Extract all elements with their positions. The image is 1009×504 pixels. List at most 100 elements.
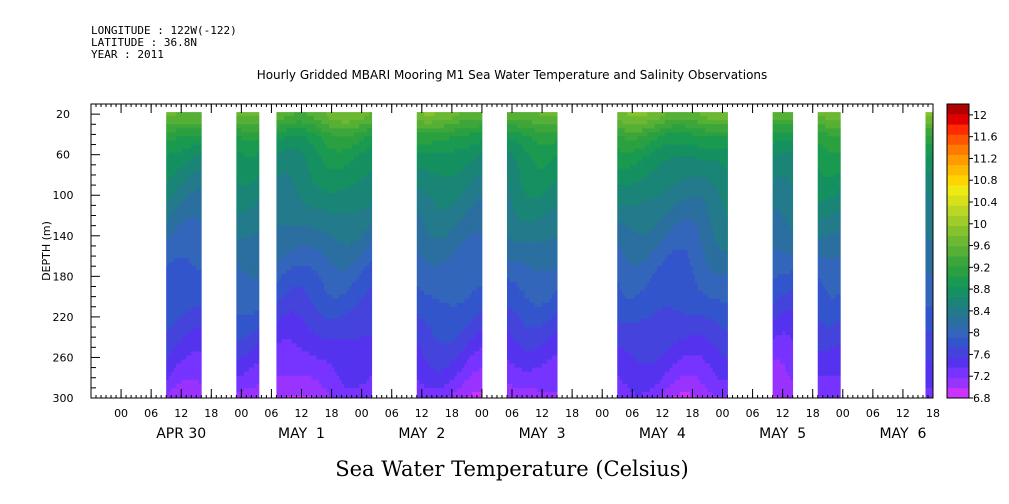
heatmap-cell: [296, 181, 300, 186]
heatmap-cell: [248, 290, 252, 295]
heatmap-cell: [276, 294, 280, 300]
heatmap-cell: [426, 229, 430, 235]
heatmap-cell: [354, 310, 358, 316]
heatmap-cell: [351, 120, 355, 125]
heatmap-cell: [349, 262, 353, 267]
heatmap-cell: [276, 298, 280, 304]
heatmap-cell: [351, 278, 355, 283]
heatmap-cell: [436, 343, 440, 348]
heatmap-cell: [243, 197, 247, 202]
heatmap-cell: [341, 367, 345, 373]
heatmap-cell: [288, 185, 292, 190]
heatmap-cell: [324, 249, 327, 255]
heatmap-cell: [416, 172, 420, 178]
heatmap-cell: [193, 359, 197, 364]
heatmap-cell: [191, 367, 195, 373]
heatmap-cell: [336, 282, 340, 287]
heatmap-cell: [283, 197, 287, 202]
heatmap-cell: [176, 294, 180, 300]
heatmap-cell: [344, 112, 348, 117]
heatmap-cell: [434, 310, 438, 316]
heatmap-cell: [416, 351, 420, 356]
heatmap-cell: [256, 363, 260, 368]
heatmap-cell: [293, 314, 297, 320]
heatmap-cell: [288, 136, 292, 141]
heatmap-cell: [329, 306, 332, 312]
heatmap-cell: [329, 294, 332, 300]
heatmap-cell: [421, 270, 425, 275]
heatmap-cell: [434, 237, 438, 243]
heatmap-cell: [276, 363, 280, 368]
heatmap-cell: [181, 189, 185, 194]
heatmap-cell: [193, 391, 197, 397]
heatmap-cell: [426, 318, 430, 324]
heatmap-cell: [171, 343, 175, 348]
heatmap-cell: [309, 164, 312, 170]
heatmap-cell: [291, 144, 295, 150]
heatmap-cell: [243, 339, 247, 344]
heatmap-cell: [291, 262, 295, 267]
heatmap-cell: [293, 148, 297, 154]
heatmap-cell: [186, 383, 190, 389]
heatmap-cell: [416, 237, 420, 243]
heatmap-cell: [361, 367, 365, 373]
heatmap-cell: [329, 335, 332, 340]
heatmap-cell: [436, 371, 440, 377]
heatmap-cell: [346, 136, 350, 141]
heatmap-cell: [286, 181, 290, 186]
heatmap-cell: [336, 266, 340, 271]
heatmap-cell: [304, 136, 307, 141]
heatmap-cell: [334, 310, 337, 316]
heatmap-cell: [304, 249, 307, 255]
heatmap-cell: [196, 270, 200, 275]
heatmap-cell: [248, 363, 252, 368]
heatmap-cell: [283, 160, 287, 166]
heatmap-cell: [349, 327, 353, 332]
heatmap-cell: [298, 339, 302, 344]
heatmap-cell: [319, 290, 322, 295]
heatmap-cell: [341, 282, 345, 287]
heatmap-cell: [369, 335, 373, 340]
heatmap-cell: [253, 274, 257, 279]
heatmap-cell: [316, 124, 320, 129]
heatmap-cell: [178, 355, 182, 360]
heatmap-cell: [304, 359, 307, 364]
heatmap-cell: [419, 343, 423, 348]
heatmap-cell: [434, 172, 438, 178]
heatmap-cell: [171, 282, 175, 287]
heatmap-cell: [324, 217, 327, 222]
heatmap-cell: [311, 225, 315, 231]
heatmap-cell: [278, 335, 282, 340]
heatmap-cell: [251, 152, 255, 158]
heatmap-cell: [341, 310, 345, 316]
heatmap-cell: [176, 387, 180, 393]
heatmap-cell: [364, 176, 368, 182]
heatmap-cell: [276, 229, 280, 235]
heatmap-cell: [334, 278, 337, 283]
heatmap-cell: [421, 217, 425, 222]
heatmap-cell: [359, 128, 363, 133]
heatmap-cell: [181, 164, 185, 170]
heatmap-cell: [241, 343, 245, 348]
heatmap-cell: [309, 160, 312, 166]
heatmap-cell: [359, 112, 363, 117]
heatmap-cell: [346, 379, 350, 385]
heatmap-cell: [436, 351, 440, 356]
heatmap-cell: [356, 249, 360, 255]
heatmap-cell: [291, 294, 295, 300]
heatmap-cell: [248, 270, 252, 275]
heatmap-cell: [426, 209, 430, 214]
heatmap-cell: [278, 213, 282, 218]
heatmap-cell: [314, 241, 317, 247]
heatmap-cell: [293, 217, 297, 222]
heatmap-cell: [173, 185, 177, 190]
heatmap-cell: [276, 318, 280, 324]
heatmap-cell: [321, 181, 325, 186]
heatmap-cell: [276, 152, 280, 158]
heatmap-cell: [431, 363, 435, 368]
heatmap-cell: [324, 339, 327, 344]
heatmap-cell: [369, 266, 373, 271]
heatmap-cell: [311, 290, 315, 295]
heatmap-cell: [316, 294, 320, 300]
heatmap-cell: [183, 205, 187, 210]
